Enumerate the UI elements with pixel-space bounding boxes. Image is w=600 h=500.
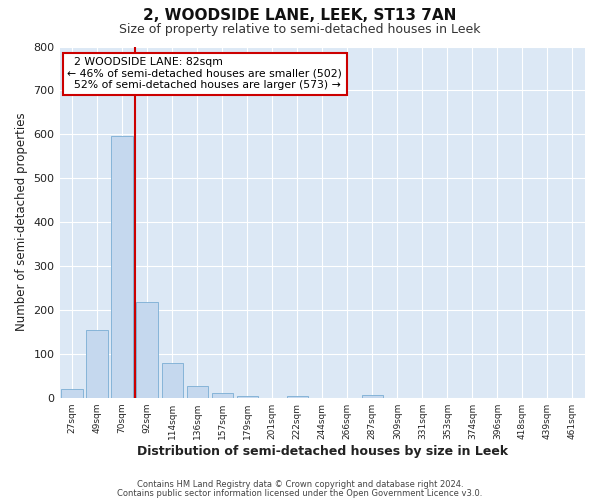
Bar <box>287 396 308 398</box>
Text: 2 WOODSIDE LANE: 82sqm
← 46% of semi-detached houses are smaller (502)
  52% of : 2 WOODSIDE LANE: 82sqm ← 46% of semi-det… <box>67 57 342 90</box>
Text: Contains HM Land Registry data © Crown copyright and database right 2024.: Contains HM Land Registry data © Crown c… <box>137 480 463 489</box>
Bar <box>86 330 108 398</box>
Bar <box>136 302 158 398</box>
Bar <box>61 389 83 398</box>
Y-axis label: Number of semi-detached properties: Number of semi-detached properties <box>15 113 28 332</box>
Bar <box>161 362 183 398</box>
Bar <box>112 136 133 398</box>
X-axis label: Distribution of semi-detached houses by size in Leek: Distribution of semi-detached houses by … <box>137 444 508 458</box>
Bar <box>187 386 208 398</box>
Text: Contains public sector information licensed under the Open Government Licence v3: Contains public sector information licen… <box>118 488 482 498</box>
Text: 2, WOODSIDE LANE, LEEK, ST13 7AN: 2, WOODSIDE LANE, LEEK, ST13 7AN <box>143 8 457 22</box>
Bar <box>212 394 233 398</box>
Text: Size of property relative to semi-detached houses in Leek: Size of property relative to semi-detach… <box>119 22 481 36</box>
Bar <box>236 396 258 398</box>
Bar <box>362 395 383 398</box>
